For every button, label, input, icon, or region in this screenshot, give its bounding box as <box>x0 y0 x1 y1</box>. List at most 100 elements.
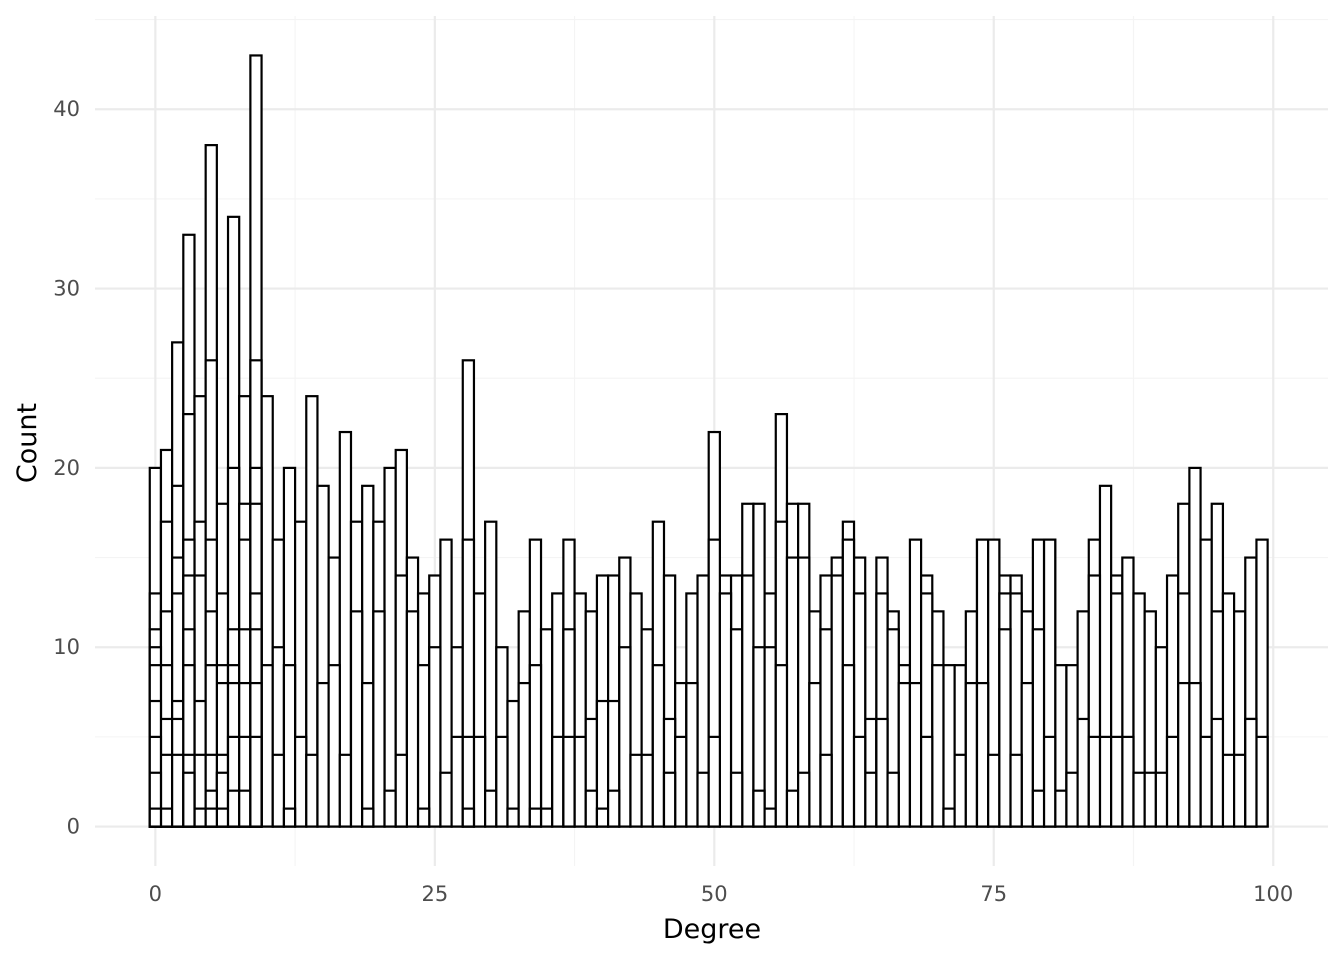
histogram-bar <box>260 664 274 828</box>
histogram-bar <box>1020 681 1034 828</box>
histogram-bar <box>1255 735 1269 828</box>
histogram-bar <box>998 628 1012 828</box>
histogram-bar <box>942 807 956 828</box>
histogram-bar <box>864 771 878 828</box>
histogram-bar <box>774 664 789 828</box>
histogram-bar <box>1121 735 1135 828</box>
histogram-bar <box>249 735 263 828</box>
histogram-bar <box>159 807 174 828</box>
histogram-bar <box>1042 735 1057 828</box>
histogram-bar <box>450 735 464 828</box>
histogram-bar <box>361 681 375 828</box>
histogram-bar <box>718 592 733 828</box>
histogram-bar <box>1165 735 1180 828</box>
histogram-bar <box>1098 735 1113 828</box>
histogram-bar <box>987 753 1001 828</box>
y-tick-labels: 0 10 20 30 40 <box>53 97 80 838</box>
histogram-bar <box>931 664 945 828</box>
histogram-bar <box>517 681 531 828</box>
histogram-bar <box>171 753 185 828</box>
histogram-bar <box>405 610 420 828</box>
histogram-bar <box>1154 771 1169 828</box>
histogram-bar <box>1143 771 1157 828</box>
histogram-bar <box>551 735 565 828</box>
histogram-bar <box>226 789 241 828</box>
histogram-bar <box>785 789 800 828</box>
x-tick-label: 50 <box>701 882 728 906</box>
y-axis-title: Count <box>12 403 43 483</box>
histogram-bar <box>707 735 721 828</box>
histogram-bar <box>383 789 397 828</box>
x-tick-labels: 0 25 50 75 100 <box>149 882 1294 906</box>
histogram-bar <box>886 771 900 828</box>
histogram-bar <box>282 807 297 828</box>
histogram-bar <box>484 789 498 828</box>
histogram-bar <box>729 771 744 828</box>
histogram-bar <box>506 807 520 828</box>
histogram-bar <box>394 753 408 828</box>
histogram-bar <box>428 646 442 828</box>
y-tick-label: 10 <box>53 635 80 659</box>
histogram-bar <box>1188 681 1202 828</box>
histogram-bar <box>361 807 375 828</box>
histogram-bar <box>629 753 643 828</box>
histogram-bar <box>338 753 353 828</box>
histogram-bar <box>573 735 587 828</box>
histogram-bar <box>651 664 666 828</box>
histogram-bar <box>1221 753 1236 828</box>
histogram-bar <box>1199 735 1213 828</box>
histogram-bar <box>1076 717 1090 828</box>
y-tick-label: 0 <box>67 815 80 839</box>
histogram-bar <box>416 807 431 828</box>
bars <box>148 54 1269 828</box>
histogram-bar <box>953 753 967 828</box>
y-tick-label: 40 <box>53 97 80 121</box>
histogram-bar <box>327 664 341 828</box>
histogram-bar <box>819 753 833 828</box>
histogram-bar <box>595 807 610 828</box>
histogram-bar <box>439 771 453 828</box>
histogram-bar <box>1031 789 1046 828</box>
histogram-bar <box>975 681 990 828</box>
histogram-bar <box>182 771 196 828</box>
histogram-bar <box>528 664 543 828</box>
histogram-bar <box>148 807 163 828</box>
histogram-bar <box>193 807 207 828</box>
y-tick-label: 30 <box>53 277 80 301</box>
histogram-bar <box>1065 771 1079 828</box>
histogram-bar <box>696 771 710 828</box>
histogram-bar <box>908 681 923 828</box>
histogram-bar <box>797 771 811 828</box>
histogram-bar <box>204 807 218 828</box>
x-axis-title: Degree <box>663 914 761 945</box>
x-tick-label: 0 <box>149 882 162 906</box>
histogram-bar <box>752 789 766 828</box>
histogram-bar <box>841 664 856 828</box>
histogram-bar <box>763 807 777 828</box>
histogram-bar <box>685 681 699 828</box>
histogram-bar <box>942 664 956 828</box>
histogram-bar <box>618 646 632 828</box>
histogram-bar <box>897 681 912 828</box>
x-tick-label: 25 <box>421 882 448 906</box>
histogram-bar <box>528 807 543 828</box>
histogram-bar <box>539 628 554 828</box>
histogram-bar <box>282 664 297 828</box>
histogram-bar <box>305 753 319 828</box>
histogram-bar <box>785 556 800 828</box>
histogram-bar <box>1087 735 1102 828</box>
histogram-bar <box>383 466 397 828</box>
histogram-bar <box>1210 717 1225 828</box>
histogram-bar <box>584 789 599 828</box>
histogram-bar <box>852 735 867 828</box>
histogram-bar <box>1177 681 1191 828</box>
histogram-bar <box>1232 753 1247 828</box>
histogram-bar <box>539 807 554 828</box>
x-tick-label: 75 <box>980 882 1007 906</box>
histogram-bar <box>1110 735 1124 828</box>
histogram-bar <box>919 735 934 828</box>
x-tick-label: 100 <box>1253 882 1293 906</box>
histogram-bar <box>1009 753 1023 828</box>
histogram-bar <box>1244 717 1258 828</box>
histogram-bar <box>1054 789 1068 828</box>
